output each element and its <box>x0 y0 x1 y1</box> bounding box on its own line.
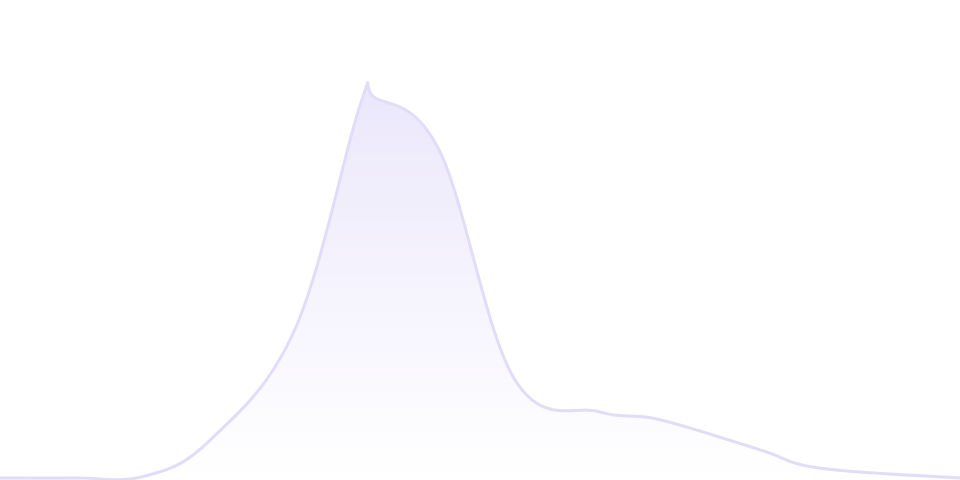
series-line <box>0 81 960 480</box>
area-fill <box>0 82 960 480</box>
